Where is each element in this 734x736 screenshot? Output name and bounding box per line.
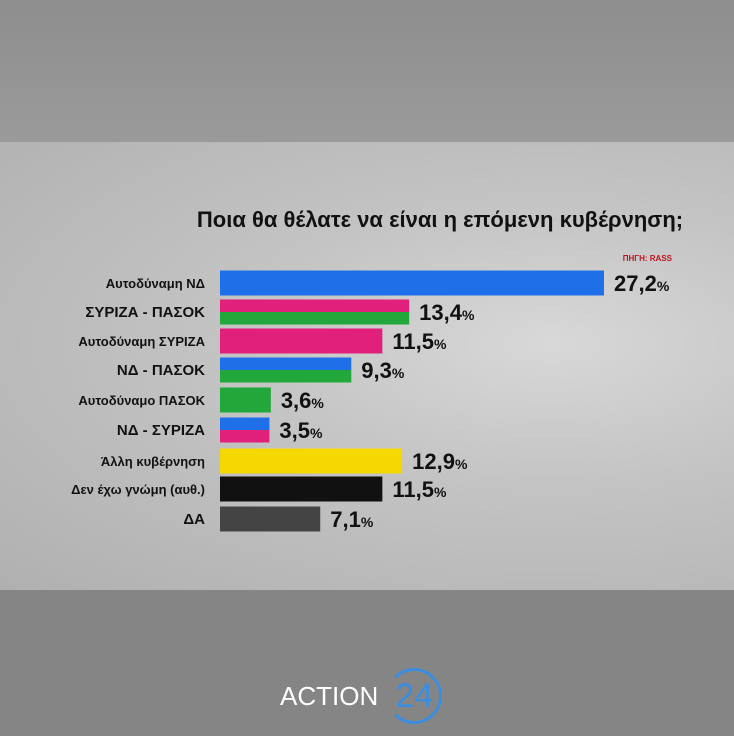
value-unit: % — [462, 307, 475, 323]
value-unit: % — [311, 395, 324, 411]
bar — [220, 506, 321, 532]
bar — [220, 430, 270, 443]
category-label: ΝΔ - ΣΥΡΙΖΑ — [117, 422, 205, 439]
value-number: 11,5 — [392, 477, 434, 502]
value-number: 9,3 — [361, 358, 392, 383]
top-background — [0, 0, 734, 142]
value-number: 7,1 — [330, 507, 361, 532]
value-unit: % — [455, 456, 468, 472]
logo-number: 24 — [386, 668, 443, 724]
value-unit: % — [361, 514, 374, 530]
bottom-background — [0, 590, 734, 736]
value-number: 3,6 — [281, 388, 312, 413]
category-label: Αυτοδύναμο ΠΑΣΟΚ — [78, 393, 205, 408]
value-label: 11,5% — [392, 477, 447, 502]
value-label: 13,4% — [419, 300, 475, 325]
value-unit: % — [434, 336, 447, 352]
value-unit: % — [657, 278, 670, 294]
category-label: ΝΔ - ΠΑΣΟΚ — [117, 362, 205, 379]
value-unit: % — [310, 425, 323, 441]
value-label: 9,3% — [361, 358, 405, 383]
value-number: 13,4 — [419, 300, 463, 325]
action24-logo: ACTION 24 — [280, 668, 443, 724]
logo-text: ACTION — [280, 680, 379, 711]
bar — [220, 387, 271, 413]
category-label: Δεν έχω γνώμη (αυθ.) — [71, 482, 205, 497]
value-unit: % — [434, 484, 447, 500]
value-number: 12,9 — [412, 449, 455, 474]
value-unit: % — [392, 365, 405, 381]
value-label: 12,9% — [412, 449, 468, 474]
category-label: Αυτοδύναμη ΝΔ — [106, 276, 205, 291]
value-label: 3,6% — [281, 388, 325, 413]
chart-panel — [0, 142, 734, 590]
bar — [220, 448, 403, 474]
bar — [220, 299, 410, 312]
category-label: Αυτοδύναμη ΣΥΡΙΖΑ — [78, 334, 205, 349]
bar — [220, 312, 410, 325]
category-label: ΣΥΡΙΖΑ - ΠΑΣΟΚ — [85, 304, 205, 321]
value-label: 11,5% — [392, 329, 447, 354]
bar — [220, 417, 270, 430]
value-number: 27,2 — [614, 271, 657, 296]
value-number: 11,5 — [392, 329, 434, 354]
bar — [220, 328, 383, 354]
category-label: ΔΑ — [183, 511, 205, 528]
bar — [220, 270, 604, 296]
category-label: Άλλη κυβέρνηση — [101, 454, 205, 469]
bar — [220, 370, 352, 383]
value-label: 27,2% — [614, 271, 670, 296]
source-label: ΠΗΓΗ: RASS — [623, 254, 673, 263]
value-label: 7,1% — [330, 507, 374, 532]
value-label: 3,5% — [279, 418, 323, 443]
bar — [220, 357, 352, 370]
bar — [220, 476, 383, 502]
value-number: 3,5 — [279, 418, 310, 443]
chart-title: Ποια θα θέλατε να είναι η επόμενη κυβέρν… — [197, 207, 683, 232]
